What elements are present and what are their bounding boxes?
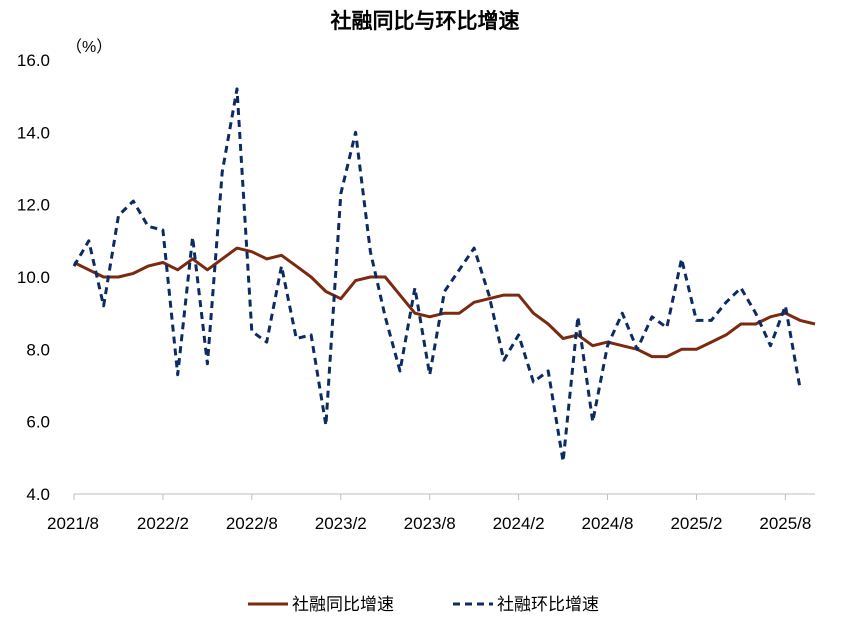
y-tick-label: 12.0: [17, 196, 50, 215]
legend: 社融同比增速 社融环比增速: [248, 595, 599, 614]
x-tick-label: 2023/8: [404, 514, 456, 533]
chart-title: 社融同比与环比增速: [330, 9, 520, 33]
series-line-mom: [72, 87, 802, 463]
x-tick-label: 2023/2: [315, 514, 367, 533]
y-tick-label: 10.0: [17, 268, 50, 287]
y-tick-label: 14.0: [17, 123, 50, 142]
x-tick-label: 2022/8: [226, 514, 278, 533]
y-tick-label: 4.0: [26, 485, 50, 504]
legend-label-mom: 社融环比增速: [497, 595, 599, 614]
y-unit-label: （%）: [66, 38, 112, 56]
x-tick-label: 2022/2: [137, 514, 189, 533]
x-tick-label: 2024/8: [582, 514, 634, 533]
y-tick-label: 6.0: [26, 413, 50, 432]
series-line-yoy: [73, 246, 816, 359]
x-tick-label: 2021/8: [47, 514, 99, 533]
x-tick-label: 2024/2: [493, 514, 545, 533]
series-layer: [72, 87, 816, 463]
x-tick-label: 2025/8: [759, 514, 811, 533]
legend-label-yoy: 社融同比增速: [292, 595, 394, 614]
x-tick-label: 2025/2: [670, 514, 722, 533]
y-tick-label: 8.0: [26, 340, 50, 359]
axes: 4.0 6.0 8.0 10.0 12.0 14.0 16.0 2021/8 2022/2 202…: [17, 51, 815, 533]
y-tick-label: 16.0: [17, 51, 50, 70]
